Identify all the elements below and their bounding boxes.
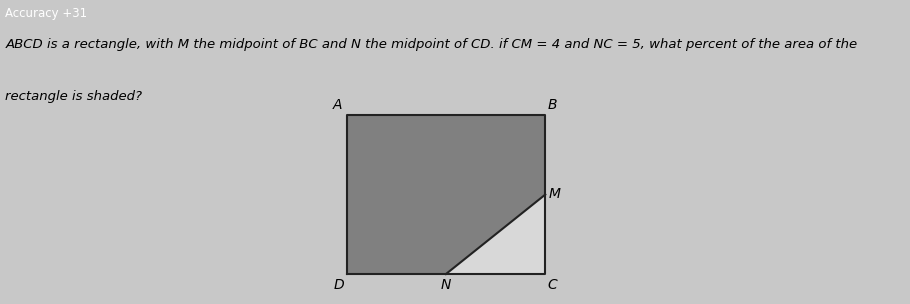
Text: D: D [333, 278, 344, 292]
Polygon shape [347, 115, 545, 274]
Text: Accuracy +31: Accuracy +31 [5, 7, 87, 20]
Text: B: B [548, 98, 557, 112]
Text: C: C [548, 278, 558, 292]
Text: N: N [440, 278, 451, 292]
Text: M: M [549, 187, 561, 201]
Text: rectangle is shaded?: rectangle is shaded? [5, 90, 143, 103]
Polygon shape [446, 195, 545, 274]
Text: ABCD is a rectangle, with M the midpoint of BC and N the midpoint of CD. if CM =: ABCD is a rectangle, with M the midpoint… [5, 38, 857, 51]
Text: A: A [333, 98, 342, 112]
